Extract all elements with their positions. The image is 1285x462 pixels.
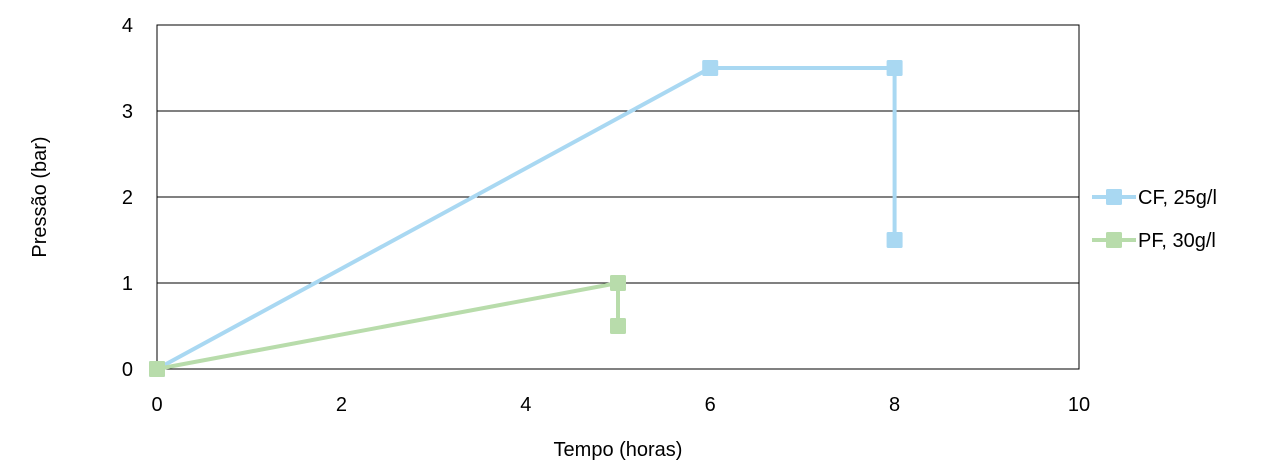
y-tick-label: 0 bbox=[122, 359, 133, 381]
legend-label: PF, 30g/l bbox=[1138, 230, 1216, 252]
x-axis-ticks: 0 2 4 6 8 10 bbox=[151, 394, 1090, 416]
x-tick-label: 4 bbox=[520, 394, 531, 416]
data-point bbox=[886, 232, 903, 248]
legend-label: CF, 25g/l bbox=[1138, 187, 1217, 209]
y-tick-label: 3 bbox=[122, 101, 133, 123]
series-line bbox=[156, 66, 897, 371]
y-tick-label: 4 bbox=[122, 15, 133, 37]
legend-entry-0: CF, 25g/l bbox=[1092, 187, 1217, 209]
x-tick-label: 8 bbox=[889, 394, 900, 416]
legend-marker bbox=[1106, 232, 1122, 248]
data-point bbox=[886, 60, 903, 76]
data-point bbox=[702, 60, 719, 76]
series-layer bbox=[149, 60, 903, 377]
legend: CF, 25g/l PF, 30g/l bbox=[1092, 187, 1217, 252]
y-axis-ticks: 0 1 2 3 4 bbox=[122, 15, 133, 381]
data-point bbox=[610, 318, 626, 334]
x-tick-label: 0 bbox=[151, 394, 162, 416]
y-axis-title: Pressão (bar) bbox=[29, 136, 51, 257]
series-0 bbox=[149, 60, 903, 377]
data-point bbox=[610, 275, 626, 291]
data-point bbox=[149, 361, 165, 377]
legend-marker bbox=[1106, 189, 1122, 205]
x-tick-label: 10 bbox=[1068, 394, 1090, 416]
y-tick-label: 1 bbox=[122, 273, 133, 295]
series-1 bbox=[149, 275, 626, 377]
legend-entry-1: PF, 30g/l bbox=[1092, 230, 1216, 252]
x-tick-label: 2 bbox=[336, 394, 347, 416]
y-tick-label: 2 bbox=[122, 187, 133, 209]
x-tick-label: 6 bbox=[705, 394, 716, 416]
x-axis-title: Tempo (horas) bbox=[554, 439, 683, 461]
